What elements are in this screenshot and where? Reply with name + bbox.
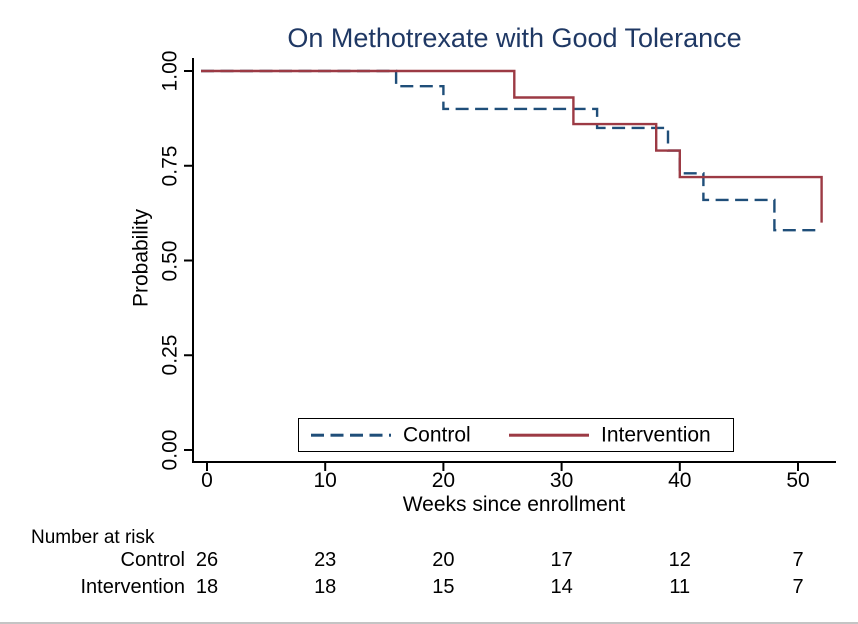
risk-row-label-intervention: Intervention: [80, 576, 185, 598]
risk-count: 7: [792, 576, 804, 598]
legend-box: Control Intervention: [298, 418, 734, 452]
legend-label-control: Control: [403, 423, 471, 447]
risk-table-heading: Number at risk: [31, 527, 155, 548]
legend-solid-line-sample: [509, 433, 589, 437]
y-tick-label: 0.75: [158, 145, 182, 187]
legend-label-intervention: Intervention: [601, 423, 711, 447]
y-tick-label: 0.00: [158, 429, 182, 471]
legend-dashed-line-sample: [311, 433, 391, 437]
risk-count: 14: [550, 576, 573, 598]
series-line-intervention: [201, 69, 823, 223]
risk-count: 7: [792, 549, 804, 571]
x-axis-label: Weeks since enrollment: [402, 493, 626, 516]
risk-count: 18: [195, 576, 219, 598]
x-tick-label: 0: [201, 469, 213, 492]
y-axis-label: Probability: [129, 208, 153, 308]
y-tick-label: 0.50: [158, 240, 182, 281]
y-tick-label: 1.00: [158, 50, 182, 92]
risk-count: 17: [550, 549, 573, 571]
risk-count: 12: [668, 549, 691, 571]
x-tick-label: 50: [786, 469, 810, 492]
x-tick-label: 40: [668, 469, 692, 492]
risk-count: 20: [432, 549, 455, 571]
y-tick-label: 0.25: [158, 334, 182, 376]
risk-count: 11: [669, 576, 691, 598]
risk-row-label-control: Control: [120, 549, 185, 571]
chart-title: On Methotrexate with Good Tolerance: [287, 23, 742, 53]
series-line-control: [201, 69, 822, 232]
risk-count: 23: [314, 549, 337, 571]
risk-count: 26: [195, 549, 219, 571]
x-tick-label: 30: [549, 469, 574, 492]
risk-count: 15: [432, 576, 455, 598]
risk-count: 18: [314, 576, 337, 598]
x-tick-label: 10: [313, 469, 337, 492]
x-tick-label: 20: [431, 469, 456, 492]
